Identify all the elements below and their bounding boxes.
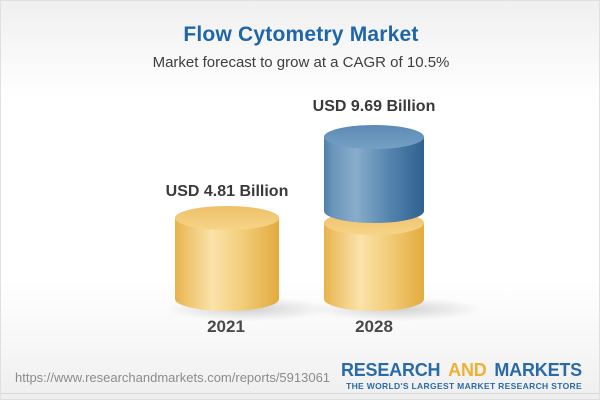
bar-2028-growth-segment: [324, 125, 424, 223]
bar-category-label-2028: 2028: [355, 317, 393, 336]
logo-word-and: AND: [448, 358, 487, 380]
logo-tagline: THE WORLD'S LARGEST MARKET RESEARCH STOR…: [346, 381, 582, 391]
bar-category-label-2021: 2021: [207, 317, 245, 336]
logo-word-markets: MARKETS: [494, 358, 582, 380]
bar-value-label-2021: USD 4.81 Billion: [165, 183, 289, 200]
report-url-link[interactable]: https://www.researchandmarkets.com/repor…: [15, 370, 331, 385]
page-title: Flow Cytometry Market: [183, 23, 419, 46]
bar-2028-base-segment: [324, 211, 424, 311]
logo-wordmark: RESEARCH AND MARKETS: [340, 358, 582, 380]
bottom-border-strip: [1, 393, 599, 399]
bar-2021-cylinder: [175, 206, 279, 311]
logo-word-research: RESEARCH: [340, 358, 441, 380]
page-subtitle: Market forecast to grow at a CAGR of 10.…: [152, 54, 450, 71]
bar-value-label-2028: USD 9.69 Billion: [312, 98, 436, 115]
researchandmarkets-logo[interactable]: RESEARCH AND MARKETS THE WORLD'S LARGEST…: [340, 358, 582, 391]
